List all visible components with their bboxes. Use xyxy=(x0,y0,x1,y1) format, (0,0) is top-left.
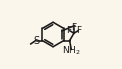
Text: NH$_2$: NH$_2$ xyxy=(62,44,81,57)
Text: F: F xyxy=(66,26,72,35)
Text: F: F xyxy=(76,26,81,35)
Text: F: F xyxy=(71,23,76,32)
Text: S: S xyxy=(33,36,40,46)
